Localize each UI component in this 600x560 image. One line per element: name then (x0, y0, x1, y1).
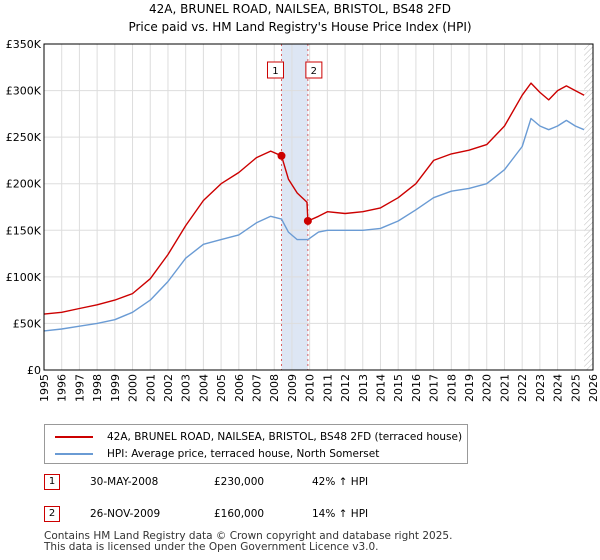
x-tick-label-1998: 1998 (91, 374, 104, 402)
footer: Contains HM Land Registry data © Crown c… (44, 531, 452, 553)
sale-point-2 (303, 216, 312, 225)
x-tick-label-2024: 2024 (552, 374, 565, 402)
y-tick-label-7: £350K (6, 38, 42, 51)
transaction-badge-1: 1 (44, 474, 60, 490)
x-tick-label-2002: 2002 (162, 374, 175, 402)
sale-badge-box-1 (266, 61, 284, 79)
x-tick-label-2016: 2016 (410, 374, 423, 402)
x-tick-label-2003: 2003 (180, 374, 193, 402)
x-tick-label-2014: 2014 (374, 374, 387, 402)
y-tick-label-0: £0 (27, 364, 41, 377)
x-tick-label-2013: 2013 (357, 374, 370, 402)
x-tick-label-2006: 2006 (233, 374, 246, 402)
transaction-date-1: 30-MAY-2008 (90, 476, 159, 488)
x-tick-label-2018: 2018 (445, 374, 458, 402)
legend-swatch-hpi (55, 453, 93, 455)
x-tick-label-2001: 2001 (144, 374, 157, 402)
x-tick-label-1995: 1995 (38, 374, 51, 402)
y-tick-label-4: £200K (6, 178, 42, 191)
sale-badge-box-2 (305, 61, 323, 79)
future-hatch-region (584, 44, 593, 370)
series-line-property (43, 82, 585, 315)
x-tick-label-2026: 2026 (587, 374, 600, 402)
transaction-price-2: £160,000 (214, 508, 265, 520)
x-tick-label-2009: 2009 (286, 374, 299, 402)
x-tick-label-2015: 2015 (392, 374, 405, 402)
transaction-hpi-1: 42% ↑ HPI (312, 476, 369, 488)
legend-label-property: 42A, BRUNEL ROAD, NAILSEA, BRISTOL, BS48… (107, 431, 463, 443)
x-tick-label-2012: 2012 (339, 374, 352, 402)
plot-area (44, 44, 593, 370)
transaction-price-1: £230,000 (214, 476, 265, 488)
x-tick-label-2008: 2008 (268, 374, 281, 402)
chart-subtitle: Price paid vs. HM Land Registry's House … (128, 20, 472, 34)
y-tick-label-5: £250K (6, 131, 42, 144)
x-tick-label-1999: 1999 (109, 374, 122, 402)
legend-swatch-property (55, 436, 93, 438)
x-tick-label-2020: 2020 (481, 374, 494, 402)
legend-item-property: 42A, BRUNEL ROAD, NAILSEA, BRISTOL, BS48… (55, 429, 462, 445)
transaction-badge-2: 2 (44, 506, 60, 522)
chart-title: 42A, BRUNEL ROAD, NAILSEA, BRISTOL, BS48… (149, 2, 451, 16)
sale-highlight-band (281, 44, 308, 370)
x-tick-label-2019: 2019 (463, 374, 476, 402)
legend-label-hpi: HPI: Average price, terraced house, Nort… (107, 448, 380, 460)
x-tick-label-2011: 2011 (321, 374, 334, 402)
sale-point-1 (277, 151, 286, 160)
legend: 42A, BRUNEL ROAD, NAILSEA, BRISTOL, BS48… (44, 424, 468, 464)
footer-license: This data is licensed under the Open Gov… (44, 541, 379, 553)
x-tick-label-2005: 2005 (215, 374, 228, 402)
x-tick-label-2017: 2017 (428, 374, 441, 402)
x-tick-label-2004: 2004 (197, 374, 210, 402)
price-chart: £0 £50K £100K £150K £200K £250K £300K £350K 1995… (6, 38, 600, 402)
sale-badge-label-2: 2 (311, 66, 317, 77)
x-tick-label-1997: 1997 (73, 374, 86, 402)
sale-badge-label-1: 1 (272, 66, 278, 77)
x-tick-label-2010: 2010 (304, 374, 317, 402)
transaction-hpi-2: 14% ↑ HPI (312, 508, 369, 520)
x-tick-label-2000: 2000 (127, 374, 140, 402)
plot-border (43, 43, 594, 371)
x-tick-label-2025: 2025 (569, 374, 582, 402)
x-tick-label-2007: 2007 (251, 374, 264, 402)
x-tick-label-1996: 1996 (56, 374, 69, 402)
y-tick-label-2: £100K (6, 271, 42, 284)
x-tick-label-2023: 2023 (534, 374, 547, 402)
y-tick-label-6: £300K (6, 85, 42, 98)
transaction-date-2: 26-NOV-2009 (90, 508, 161, 520)
y-tick-label-3: £150K (6, 224, 42, 237)
footer-copyright: Contains HM Land Registry data © Crown c… (44, 530, 453, 542)
x-tick-label-2022: 2022 (516, 374, 529, 402)
y-tick-label-1: £50K (13, 317, 42, 330)
x-tick-label-2021: 2021 (498, 374, 511, 402)
legend-item-hpi: HPI: Average price, terraced house, Nort… (55, 446, 379, 462)
series-line-hpi (43, 117, 585, 332)
